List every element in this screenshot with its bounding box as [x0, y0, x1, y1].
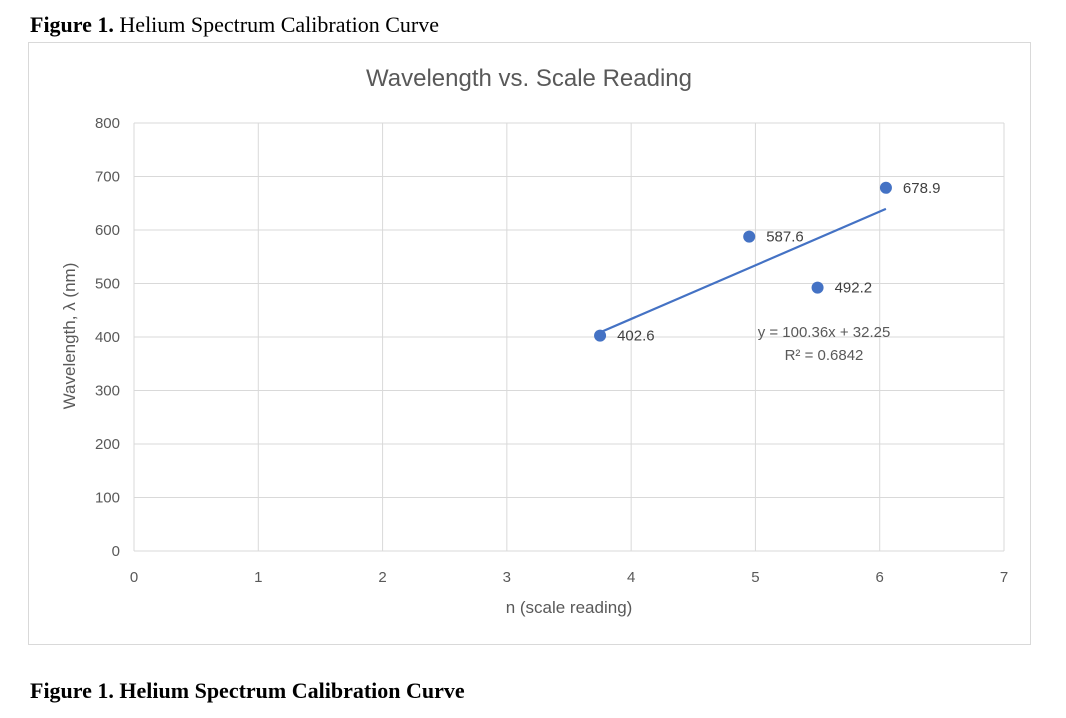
tick-labels: 0 100 200 300 400 500 600 700 800 0 1 2 3 4 5 6 7 — [95, 115, 1008, 586]
x-tick-label: 3 — [503, 569, 511, 586]
data-point — [743, 230, 756, 243]
x-tick-label: 5 — [751, 569, 759, 586]
y-tick-label: 500 — [95, 276, 120, 293]
x-tick-label: 7 — [1000, 569, 1008, 586]
chart-title: Wavelength vs. Scale Reading — [366, 65, 692, 92]
data-label: 678.9 — [903, 180, 941, 197]
y-tick-label: 600 — [95, 222, 120, 239]
data-marks: 402.6 587.6 492.2 678.9 — [594, 180, 940, 345]
figure-caption-bottom: Figure 1. Helium Spectrum Calibration Cu… — [30, 678, 465, 703]
x-axis-label: n (scale reading) — [506, 598, 633, 617]
grid-lines — [133, 122, 1005, 552]
y-tick-label: 300 — [95, 383, 120, 400]
trendline — [599, 207, 887, 334]
x-tick-label: 1 — [254, 569, 262, 586]
chart-frame: Wavelength vs. Scale Reading 0 100 200 300 4… — [28, 42, 1031, 645]
x-tick-label: 0 — [130, 569, 138, 586]
figure-caption-label: Figure 1. — [30, 12, 114, 37]
y-tick-label: 100 — [95, 490, 120, 507]
data-label: 587.6 — [766, 229, 804, 246]
trendline-r-squared: R² = 0.6842 — [785, 347, 864, 364]
figure-caption-top: Figure 1. Helium Spectrum Calibration Cu… — [30, 12, 439, 38]
x-tick-label: 4 — [627, 569, 635, 586]
data-point — [879, 181, 892, 194]
data-label: 402.6 — [617, 328, 655, 345]
x-tick-label: 6 — [876, 569, 884, 586]
data-label: 492.2 — [835, 280, 873, 297]
figure-caption-title: Helium Spectrum Calibration Curve — [119, 12, 439, 37]
y-tick-label: 800 — [95, 115, 120, 132]
trendline-equation: y = 100.36x + 32.25 — [758, 324, 891, 341]
data-point — [811, 281, 824, 294]
y-tick-label: 200 — [95, 436, 120, 453]
y-tick-label: 700 — [95, 169, 120, 186]
data-point — [594, 329, 607, 342]
y-axis-label: Wavelength, λ (nm) — [60, 263, 79, 410]
y-tick-label: 0 — [112, 543, 120, 560]
x-tick-label: 2 — [378, 569, 386, 586]
scatter-chart: Wavelength vs. Scale Reading 0 100 200 300 4… — [60, 65, 1008, 617]
y-tick-label: 400 — [95, 329, 120, 346]
